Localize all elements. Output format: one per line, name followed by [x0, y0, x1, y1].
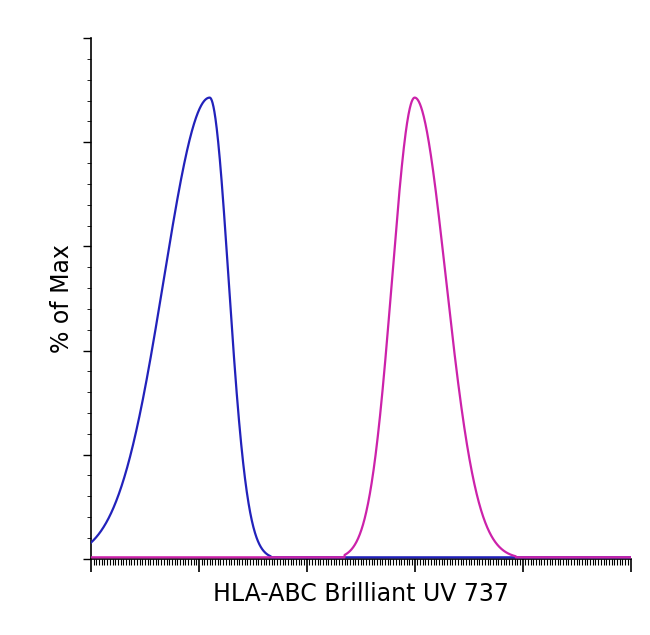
Y-axis label: % of Max: % of Max: [50, 244, 74, 353]
X-axis label: HLA-ABC Brilliant UV 737: HLA-ABC Brilliant UV 737: [213, 582, 509, 606]
